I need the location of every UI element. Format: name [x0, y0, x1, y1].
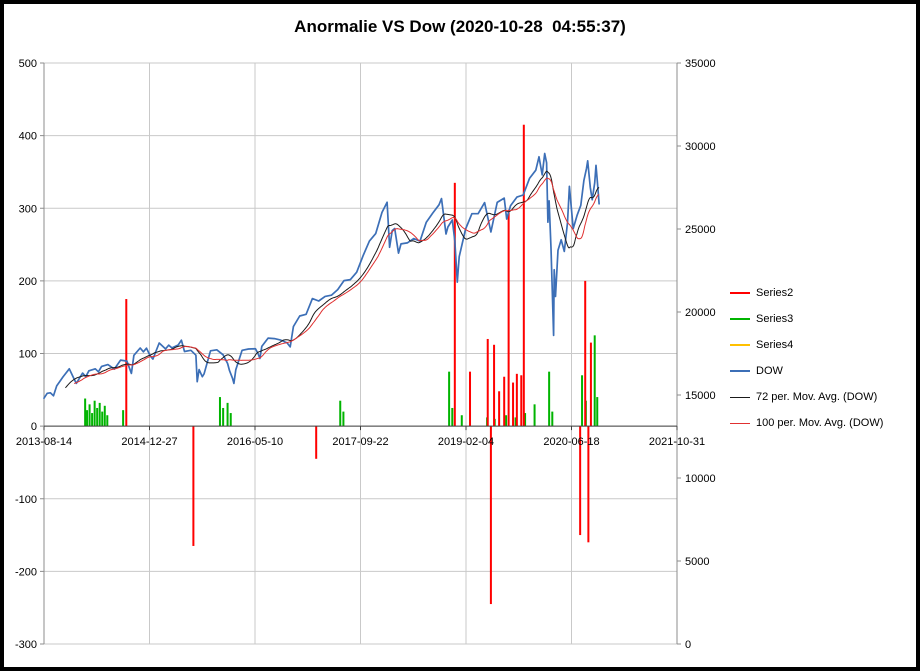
- chart-plot-area[interactable]: 500 400 300 200 100 0 -100 -200 -300 35000 30000 25…: [4, 4, 916, 667]
- ma100-line[interactable]: [73, 177, 600, 385]
- series4-line-swatch: [730, 344, 750, 346]
- x-axis-tick-label: 2021-10-31: [649, 436, 705, 448]
- right-axis-tick-label: 30000: [685, 141, 716, 153]
- right-axis-tick-label: 15000: [685, 390, 716, 402]
- series2-line-swatch: [730, 292, 750, 294]
- category-axis: [40, 62, 681, 645]
- left-axis-tick-label: 100: [19, 349, 37, 361]
- chart-title: Anormalie VS Dow (2020-10-28 04:55:37): [294, 17, 626, 36]
- series3-line-swatch: [730, 318, 750, 320]
- ma72-line[interactable]: [65, 170, 600, 389]
- chart-legend: Series2 Series3 Series4 DOW 72 per. Mov.…: [730, 286, 883, 442]
- right-axis-tick-label: 0: [685, 639, 691, 651]
- left-axis-tick-label: 0: [31, 421, 37, 433]
- left-axis-tick-label: 400: [19, 131, 37, 143]
- left-axis-tick-label: 300: [19, 203, 37, 215]
- right-axis-tick-label: 20000: [685, 307, 716, 319]
- ma100-line-swatch: [730, 422, 750, 424]
- legend-item-series3[interactable]: Series3: [730, 312, 883, 326]
- legend-label-ma72: 72 per. Mov. Avg. (DOW): [756, 391, 878, 403]
- legend-label-ma100: 100 per. Mov. Avg. (DOW): [756, 417, 884, 429]
- bars-series2[interactable]: [125, 124, 592, 605]
- dow-line[interactable]: [43, 152, 600, 400]
- right-axis-tick-label: 5000: [685, 556, 709, 568]
- gridlines: [43, 62, 678, 645]
- legend-item-ma72[interactable]: 72 per. Mov. Avg. (DOW): [730, 390, 883, 404]
- legend-item-dow[interactable]: DOW: [730, 364, 883, 378]
- ma72-line-swatch: [730, 396, 750, 398]
- left-axis-tick-label: 500: [19, 58, 37, 70]
- legend-item-series2[interactable]: Series2: [730, 286, 883, 300]
- left-axis-tick-label: -100: [15, 494, 37, 506]
- x-axis-tick-label: 2013-08-14: [16, 436, 72, 448]
- bars-series3[interactable]: [84, 335, 599, 427]
- x-axis-tick-label: 2014-12-27: [121, 436, 177, 448]
- left-axis-tick-label: -200: [15, 566, 37, 578]
- legend-item-series4[interactable]: Series4: [730, 338, 883, 352]
- dow-line-swatch: [730, 370, 750, 372]
- legend-label-dow: DOW: [756, 365, 783, 377]
- right-axis-tick-label: 10000: [685, 473, 716, 485]
- legend-label-series4: Series4: [756, 339, 794, 351]
- x-axis-tick-label: 2016-05-10: [227, 436, 283, 448]
- x-axis-tick-label: 2020-06-18: [543, 436, 599, 448]
- legend-item-ma100[interactable]: 100 per. Mov. Avg. (DOW): [730, 416, 883, 430]
- legend-label-series3: Series3: [756, 313, 794, 325]
- x-axis-tick-label: 2019-02-04: [438, 436, 494, 448]
- right-axis-tick-label: 35000: [685, 58, 716, 70]
- right-axis-tick-label: 25000: [685, 224, 716, 236]
- legend-label-series2: Series2: [756, 287, 794, 299]
- left-axis-tick-label: -300: [15, 639, 37, 651]
- left-axis-tick-label: 200: [19, 276, 37, 288]
- axis-labels: 500 400 300 200 100 0 -100 -200 -300 35000 30000 25…: [15, 58, 716, 651]
- x-axis-tick-label: 2017-09-22: [332, 436, 388, 448]
